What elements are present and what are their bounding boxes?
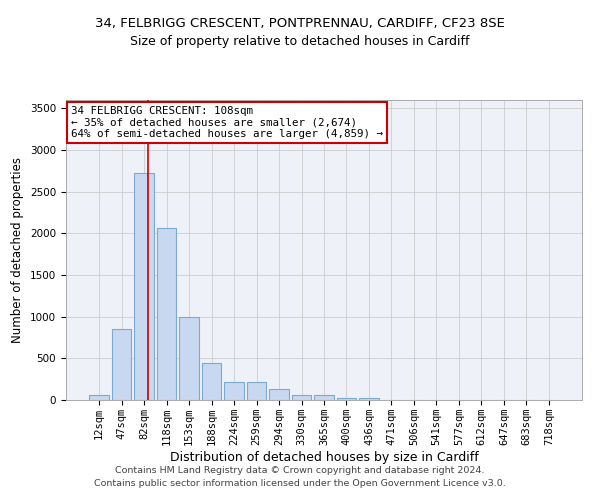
- Bar: [247, 382, 266, 400]
- Bar: [314, 396, 334, 400]
- Bar: [112, 329, 131, 400]
- Text: 34 FELBRIGG CRESCENT: 108sqm
← 35% of detached houses are smaller (2,674)
64% of: 34 FELBRIGG CRESCENT: 108sqm ← 35% of de…: [71, 106, 383, 139]
- Bar: [269, 389, 289, 400]
- X-axis label: Distribution of detached houses by size in Cardiff: Distribution of detached houses by size …: [170, 450, 478, 464]
- Bar: [89, 395, 109, 400]
- Bar: [224, 382, 244, 400]
- Y-axis label: Number of detached properties: Number of detached properties: [11, 157, 25, 343]
- Text: Contains HM Land Registry data © Crown copyright and database right 2024.
Contai: Contains HM Land Registry data © Crown c…: [94, 466, 506, 487]
- Bar: [157, 228, 176, 400]
- Text: 34, FELBRIGG CRESCENT, PONTPRENNAU, CARDIFF, CF23 8SE: 34, FELBRIGG CRESCENT, PONTPRENNAU, CARD…: [95, 18, 505, 30]
- Bar: [202, 362, 221, 400]
- Bar: [359, 398, 379, 400]
- Bar: [337, 398, 356, 400]
- Bar: [134, 174, 154, 400]
- Bar: [292, 394, 311, 400]
- Bar: [179, 316, 199, 400]
- Text: Size of property relative to detached houses in Cardiff: Size of property relative to detached ho…: [130, 35, 470, 48]
